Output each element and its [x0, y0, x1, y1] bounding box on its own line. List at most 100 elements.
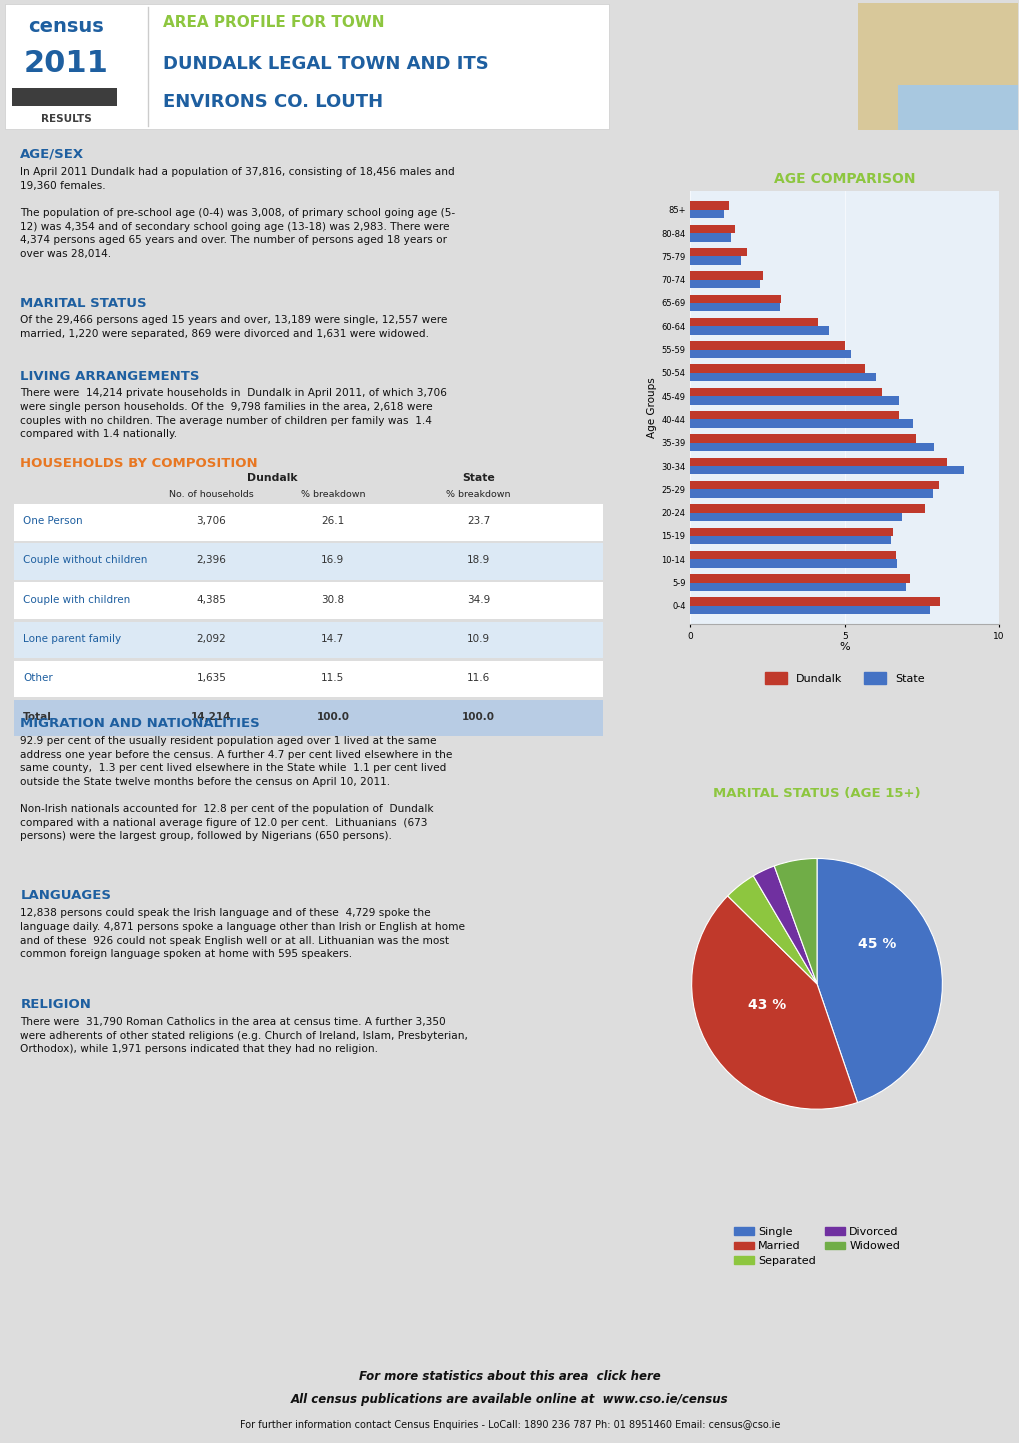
Text: MARITAL STATUS: MARITAL STATUS — [20, 297, 147, 310]
Bar — [690, 326, 828, 335]
Text: There were  14,214 private households in  Dundalk in April 2011, of which 3,706
: There were 14,214 private households in … — [20, 388, 446, 439]
Text: Couple without children: Couple without children — [23, 556, 148, 566]
Text: AGE/SEX: AGE/SEX — [20, 147, 85, 160]
Text: 26.1: 26.1 — [321, 517, 344, 527]
Text: Other: Other — [23, 672, 53, 683]
Text: 45 %: 45 % — [857, 937, 895, 951]
Text: LANGUAGES: LANGUAGES — [20, 889, 111, 902]
Bar — [690, 271, 762, 280]
Bar — [690, 372, 874, 381]
Bar — [690, 209, 723, 218]
Bar — [690, 349, 850, 358]
Text: 100.0: 100.0 — [462, 711, 494, 722]
X-axis label: %: % — [839, 642, 849, 652]
Text: 14.7: 14.7 — [321, 633, 344, 644]
Text: Lone parent family: Lone parent family — [23, 633, 121, 644]
Bar — [690, 606, 928, 615]
Legend: Single, Married, Separated, Divorced, Widowed: Single, Married, Separated, Divorced, Wi… — [729, 1222, 904, 1270]
Bar — [690, 512, 901, 521]
Wedge shape — [773, 859, 816, 984]
Bar — [690, 560, 897, 567]
Bar — [690, 365, 864, 372]
FancyBboxPatch shape — [14, 544, 602, 580]
Bar — [690, 457, 946, 466]
Bar — [690, 489, 931, 498]
Legend: Dundalk, State: Dundalk, State — [759, 668, 928, 688]
Title: MARITAL STATUS (AGE 15+): MARITAL STATUS (AGE 15+) — [712, 788, 920, 801]
Title: AGE COMPARISON: AGE COMPARISON — [773, 172, 915, 186]
Bar — [690, 248, 747, 257]
Bar — [690, 280, 759, 289]
FancyBboxPatch shape — [12, 88, 117, 107]
Text: 4,385: 4,385 — [197, 595, 226, 605]
Text: 16.9: 16.9 — [321, 556, 344, 566]
Bar — [690, 420, 912, 427]
Text: State: State — [462, 472, 494, 482]
Text: 1,635: 1,635 — [197, 672, 226, 683]
FancyBboxPatch shape — [5, 4, 608, 128]
Bar — [690, 583, 906, 590]
Text: LIVING ARRANGEMENTS: LIVING ARRANGEMENTS — [20, 369, 200, 382]
Text: 30.8: 30.8 — [321, 595, 344, 605]
Wedge shape — [727, 876, 816, 984]
Text: Total: Total — [23, 711, 52, 722]
Text: No. of households: No. of households — [169, 489, 254, 499]
Bar — [690, 397, 898, 404]
Text: For further information contact Census Enquiries - LoCall: 1890 236 787 Ph: 01 8: For further information contact Census E… — [239, 1420, 780, 1430]
Text: HOUSEHOLDS BY COMPOSITION: HOUSEHOLDS BY COMPOSITION — [20, 456, 258, 470]
Text: RESULTS: RESULTS — [41, 114, 92, 124]
FancyBboxPatch shape — [14, 583, 602, 619]
Text: 2,396: 2,396 — [197, 556, 226, 566]
Text: 10.9: 10.9 — [467, 633, 489, 644]
Text: AREA PROFILE FOR TOWN: AREA PROFILE FOR TOWN — [163, 14, 384, 30]
Text: 14,214: 14,214 — [191, 711, 231, 722]
Text: 34.9: 34.9 — [467, 595, 489, 605]
Text: % breakdown: % breakdown — [301, 489, 365, 499]
Text: DUNDALK LEGAL TOWN AND ITS: DUNDALK LEGAL TOWN AND ITS — [163, 55, 488, 72]
Bar — [690, 574, 909, 583]
Text: In April 2011 Dundalk had a population of 37,816, consisting of 18,456 males and: In April 2011 Dundalk had a population o… — [20, 167, 454, 258]
Bar — [690, 551, 895, 560]
Bar — [690, 225, 735, 234]
Bar — [690, 504, 924, 512]
Text: Of the 29,466 persons aged 15 years and over, 13,189 were single, 12,557 were
ma: Of the 29,466 persons aged 15 years and … — [20, 315, 447, 339]
FancyBboxPatch shape — [14, 661, 602, 697]
Bar — [690, 535, 891, 544]
Text: 100.0: 100.0 — [316, 711, 348, 722]
Text: Couple with children: Couple with children — [23, 595, 130, 605]
Bar — [690, 528, 892, 535]
Text: RELIGION: RELIGION — [20, 997, 91, 1010]
Text: 18.9: 18.9 — [467, 556, 489, 566]
Bar — [690, 234, 730, 241]
Bar — [690, 202, 729, 209]
Text: census: census — [29, 17, 104, 36]
Text: 2011: 2011 — [23, 49, 109, 78]
FancyBboxPatch shape — [857, 3, 1017, 130]
Bar — [690, 443, 933, 452]
Text: 12,838 persons could speak the Irish language and of these  4,729 spoke the
lang: 12,838 persons could speak the Irish lan… — [20, 909, 465, 960]
Text: ENVIRONS CO. LOUTH: ENVIRONS CO. LOUTH — [163, 94, 383, 111]
Text: 3,706: 3,706 — [197, 517, 226, 527]
Text: 43 %: 43 % — [747, 999, 786, 1012]
Text: 11.6: 11.6 — [467, 672, 489, 683]
Text: Dundalk: Dundalk — [247, 472, 298, 482]
Bar — [690, 481, 937, 489]
Bar — [690, 294, 781, 303]
Text: % breakdown: % breakdown — [445, 489, 511, 499]
Text: For more statistics about this area  click here: For more statistics about this area clic… — [359, 1369, 660, 1382]
Text: There were  31,790 Roman Catholics in the area at census time. A further 3,350
w: There were 31,790 Roman Catholics in the… — [20, 1017, 468, 1055]
FancyBboxPatch shape — [14, 504, 602, 541]
Text: All census publications are available online at  www.cso.ie/census: All census publications are available on… — [290, 1392, 729, 1405]
Wedge shape — [691, 896, 857, 1110]
Bar — [690, 597, 940, 606]
FancyBboxPatch shape — [897, 85, 1017, 130]
Bar — [690, 434, 915, 443]
Bar — [690, 388, 880, 397]
FancyBboxPatch shape — [0, 0, 1019, 133]
FancyBboxPatch shape — [14, 622, 602, 658]
Text: 23.7: 23.7 — [467, 517, 489, 527]
Bar — [690, 257, 741, 266]
Text: 2,092: 2,092 — [197, 633, 226, 644]
Wedge shape — [753, 866, 816, 984]
FancyBboxPatch shape — [14, 700, 602, 736]
